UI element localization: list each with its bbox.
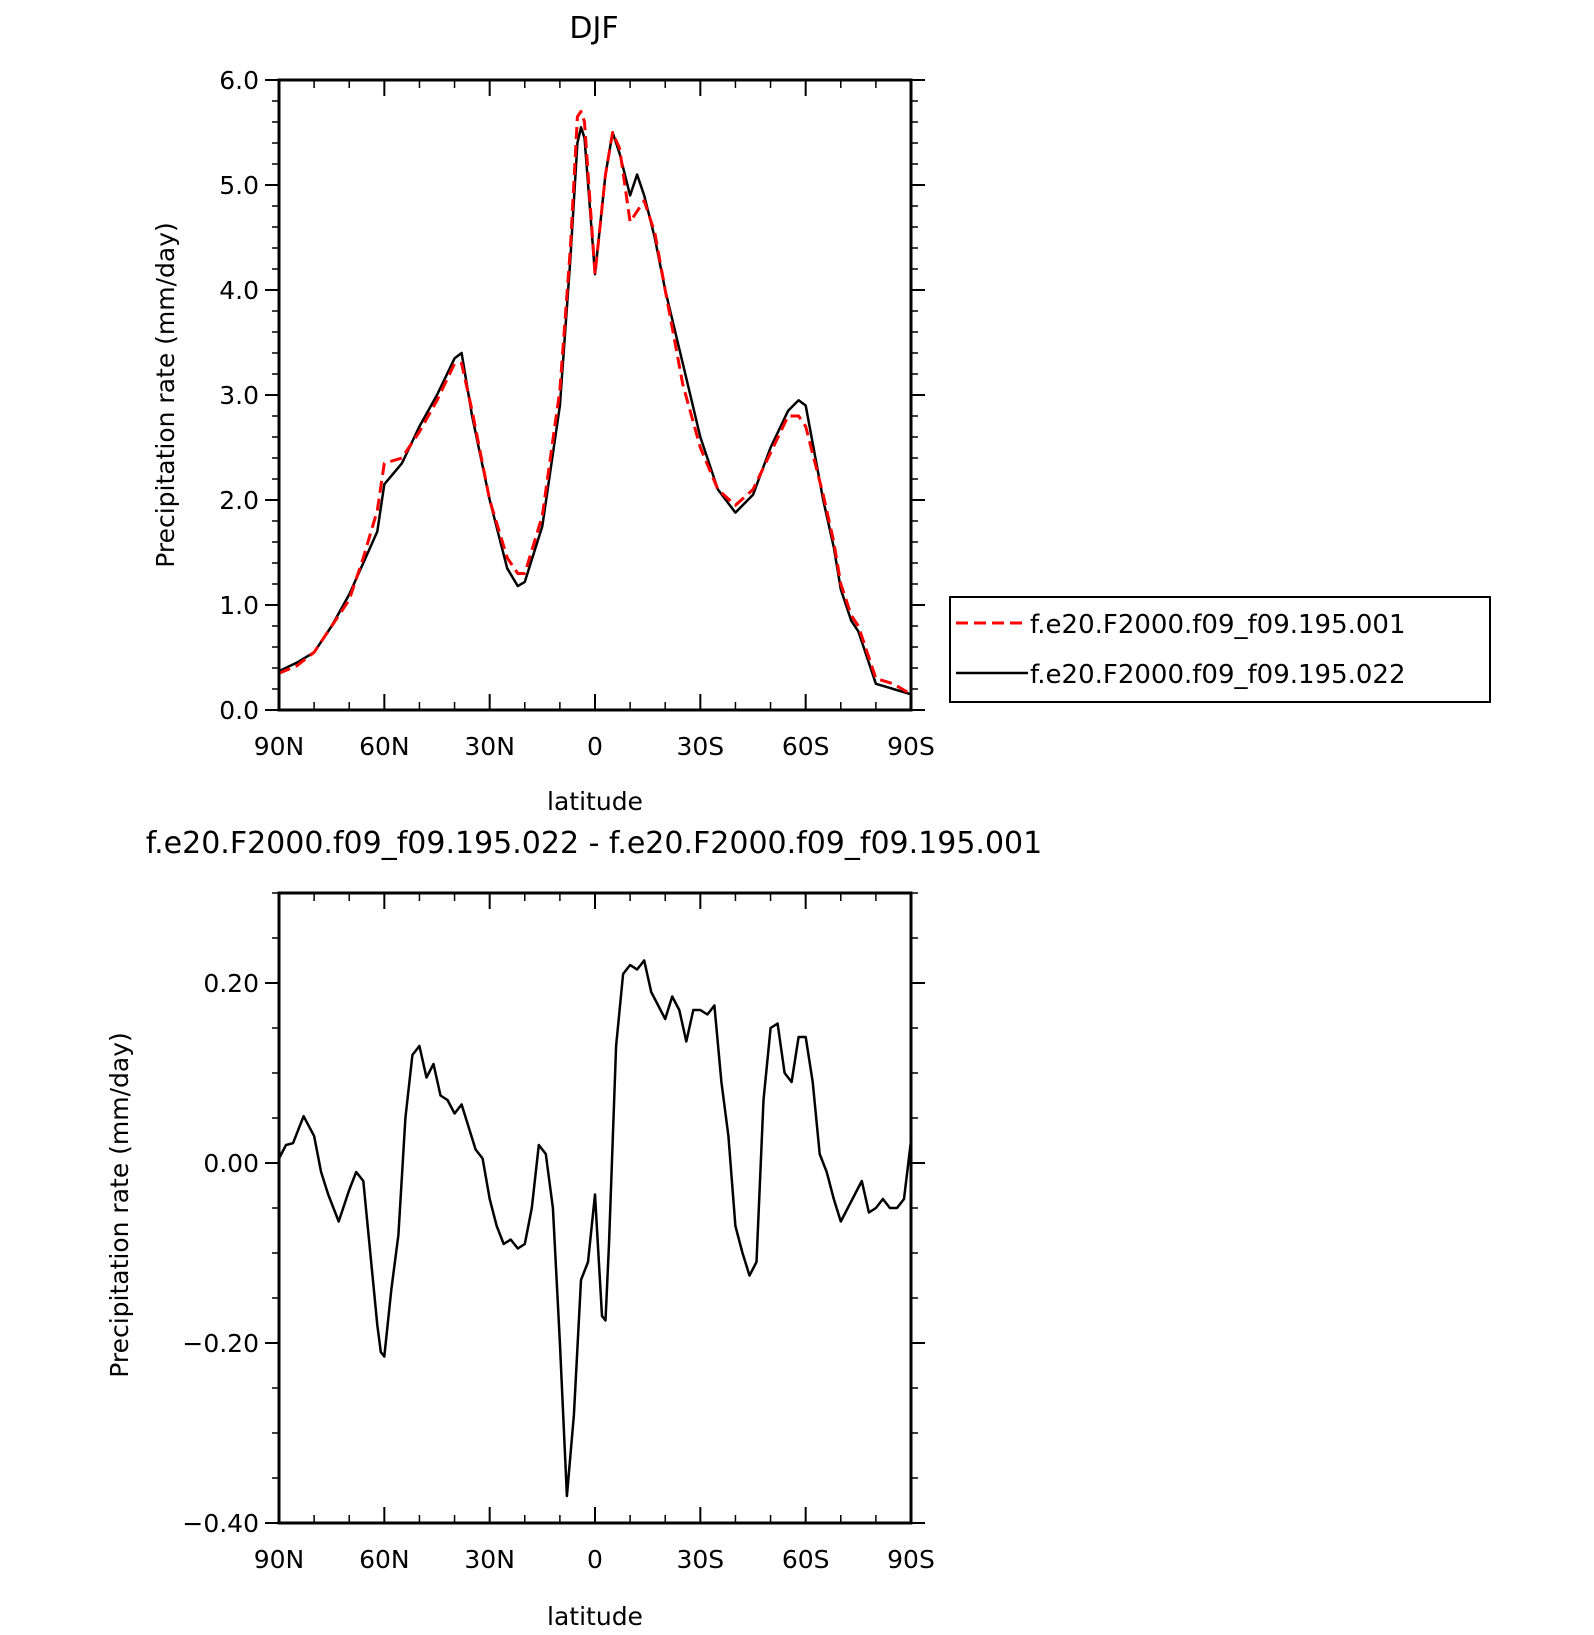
top-y-tick-labels: 0.0 1.0 2.0 3.0 4.0 5.0 6.0 (219, 66, 259, 725)
top-x-tick-label: 30N (464, 732, 515, 761)
bottom-chart-title: f.e20.F2000.f09_f09.195.022 - f.e20.F200… (146, 826, 1042, 861)
top-y-tick-label: 3.0 (219, 381, 259, 410)
top-x-tick-label: 60N (359, 732, 410, 761)
top-y-axis-label: Precipitation rate (mm/day) (151, 222, 180, 568)
bot-y-tick-label: −0.20 (182, 1329, 259, 1358)
bottom-y-axis-label: Precipitation rate (mm/day) (105, 1032, 134, 1378)
bottom-series-lines (277, 959, 913, 1498)
bot-x-tick-label: 90S (887, 1545, 935, 1574)
bottom-y-tick-labels: −0.40 −0.20 0.00 0.20 (182, 969, 259, 1538)
top-plot-frame (277, 78, 913, 712)
bot-series-line-0 (277, 959, 913, 1498)
bot-x-tick-label: 60N (359, 1545, 410, 1574)
top-y-tick-label: 2.0 (219, 486, 259, 515)
top-x-axis-label: latitude (547, 787, 643, 816)
bot-y-tick-label: −0.40 (182, 1509, 259, 1538)
top-x-tick-label: 30S (676, 732, 724, 761)
top-x-tick-labels: 90N 60N 30N 0 30S 60S 90S (254, 732, 935, 761)
legend-label-022: f.e20.F2000.f09_f09.195.022 (1030, 660, 1406, 690)
top-series-lines (278, 110, 912, 696)
bot-x-tick-label: 0 (587, 1545, 603, 1574)
top-series-line-0 (278, 110, 912, 696)
top-axis-ticks (265, 79, 925, 711)
top-x-tick-label: 90S (887, 732, 935, 761)
bottom-plot-frame (277, 891, 913, 1525)
bot-y-tick-label: 0.00 (203, 1149, 259, 1178)
top-x-tick-label: 60S (782, 732, 830, 761)
top-y-tick-label: 4.0 (219, 276, 259, 305)
bot-x-tick-label: 60S (782, 1545, 830, 1574)
djf-precip-panel: DJF 90N 60N 30N 0 30S 60S 90S 0.0 1.0 2.0 3.0 4.0 5… (151, 11, 1491, 816)
top-y-tick-label: 0.0 (219, 696, 259, 725)
legend-label-001: f.e20.F2000.f09_f09.195.001 (1030, 610, 1406, 640)
top-y-tick-label: 6.0 (219, 66, 259, 95)
top-x-tick-label: 0 (587, 732, 603, 761)
top-y-tick-label: 1.0 (219, 591, 259, 620)
top-series-line-1 (278, 126, 912, 696)
top-y-tick-label: 5.0 (219, 171, 259, 200)
legend: f.e20.F2000.f09_f09.195.001 f.e20.F2000.… (949, 596, 1491, 703)
legend-box (949, 596, 1491, 703)
bot-x-tick-label: 30N (464, 1545, 515, 1574)
bot-x-tick-label: 30S (676, 1545, 724, 1574)
bottom-x-tick-labels: 90N 60N 30N 0 30S 60S 90S (254, 1545, 935, 1574)
top-x-tick-label: 90N (254, 732, 305, 761)
difference-panel: f.e20.F2000.f09_f09.195.022 - f.e20.F200… (105, 826, 1042, 1631)
bot-x-tick-label: 90N (254, 1545, 305, 1574)
bot-y-tick-label: 0.20 (203, 969, 259, 998)
top-chart-title: DJF (569, 11, 618, 46)
bottom-x-axis-label: latitude (547, 1602, 643, 1631)
